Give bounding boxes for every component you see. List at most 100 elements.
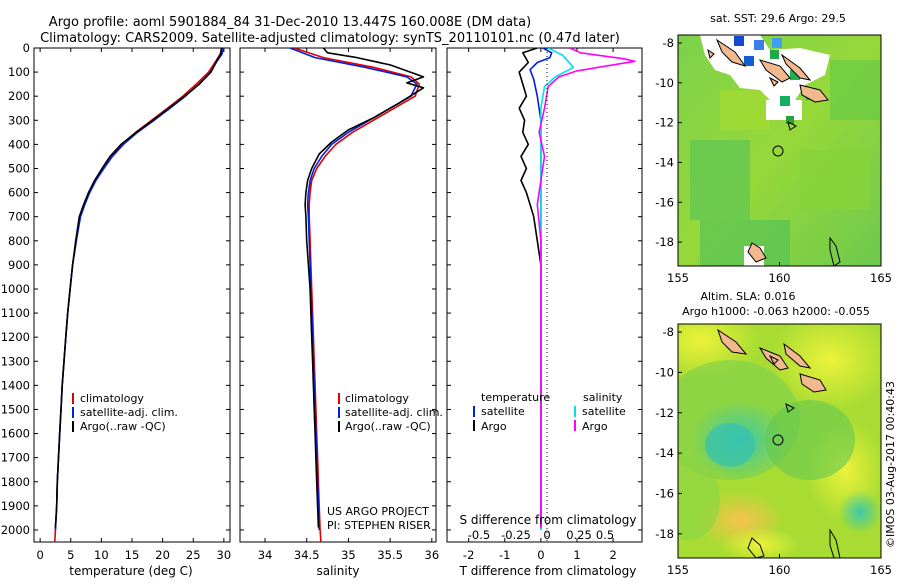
x-tick-label: 0 — [537, 548, 544, 562]
temperature-legend: climatology satellite-adj. clim. Argo(..… — [72, 392, 178, 433]
pi-label: PI: STEPHEN RISER — [327, 519, 431, 532]
x-tick-label: 2 — [609, 548, 616, 562]
salinity-xlabel: salinity — [316, 564, 359, 578]
y-tick-label: 600 — [8, 186, 30, 200]
difference-series-temperature-argo — [518, 48, 542, 528]
sla-map-field — [678, 324, 881, 558]
argo-location-marker — [772, 434, 784, 446]
difference-series-salinity-satellite — [540, 48, 575, 530]
salinity-series-climatology — [293, 48, 421, 542]
map-y-tick-label: -18 — [655, 527, 674, 541]
x-tick-label: 0 — [36, 548, 43, 562]
y-tick-label: 1800 — [1, 475, 30, 489]
salinity-series-satellite-adj-clim- — [289, 48, 418, 531]
x-tick-label: 10 — [94, 548, 109, 562]
map-y-tick-label: -8 — [663, 36, 674, 50]
y-tick-label: 900 — [8, 258, 30, 272]
t-diff-x-ticks: -2 -1 0 1 2 — [463, 48, 617, 562]
difference-lines — [518, 48, 636, 530]
x-tick-label: 35 — [341, 548, 356, 562]
x-tick-label: -2 — [463, 548, 474, 562]
map-y-tick-label: -18 — [655, 235, 674, 249]
map-x-tick-label: 160 — [769, 563, 791, 577]
map-y-tick-label: -12 — [655, 406, 674, 420]
y-tick-label: 0 — [23, 41, 30, 55]
x-tick-label: 1 — [573, 548, 580, 562]
salinity-axes — [239, 47, 437, 543]
y-tick-label: 200 — [8, 89, 30, 103]
y-tick-label: 700 — [8, 210, 30, 224]
map-x-tick-label: 160 — [769, 271, 791, 285]
s-diff-tick-label: 0 — [543, 528, 550, 542]
temperature-xlabel: temperature (deg C) — [69, 564, 192, 578]
y-tick-label: 1700 — [1, 451, 30, 465]
argo-location-marker — [772, 145, 784, 157]
t-diff-xlabel: T difference from climatology — [459, 564, 637, 578]
legend-sat-label: satellite-adj. clim. — [80, 406, 178, 419]
y-tick-label: 1000 — [1, 282, 30, 296]
s-diff-tick-label: -0.5 — [468, 528, 490, 542]
s-diff-tick-label: 0.5 — [596, 528, 614, 542]
temperature-series-climatology — [54, 48, 223, 542]
s-diff-tick-label: -0.25 — [501, 528, 531, 542]
salinity-x-ticks: 34 34.5 35 35.5 36 — [258, 48, 439, 562]
x-tick-label: 34 — [258, 548, 273, 562]
x-tick-label: 15 — [125, 548, 140, 562]
credit-label: ©IMOS 03-Aug-2017 00:40:43 — [884, 381, 897, 548]
y-tick-label: 2000 — [1, 523, 30, 537]
map-y-tick-label: -16 — [655, 486, 674, 500]
legend-argo-label: Argo(..raw -QC) — [80, 420, 166, 433]
map-y-tick-label: -14 — [655, 446, 674, 460]
legend-t-argo-label: Argo — [481, 420, 507, 433]
map-y-tick-label: -16 — [655, 195, 674, 209]
salinity-lines — [289, 48, 425, 542]
map-y-tick-label: -12 — [655, 116, 674, 130]
x-tick-label: 35.5 — [377, 548, 403, 562]
legend-temperature-title: temperature — [481, 391, 550, 404]
legend-s-argo-label: Argo — [582, 420, 608, 433]
temperature-series-argo-raw-qc- — [54, 48, 223, 528]
legend-salinity-title: salinity — [583, 391, 623, 404]
title-line-2: Climatology: CARS2009. Satellite-adjuste… — [40, 31, 620, 46]
x-tick-label: 34.5 — [294, 548, 320, 562]
map-x-tick-label: 155 — [667, 563, 689, 577]
sla-map-title-1: Altim. SLA: 0.016 — [700, 290, 795, 303]
legend-t-sat-label: satellite — [481, 405, 525, 418]
y-tick-label: 1600 — [1, 427, 30, 441]
y-tick-label: 400 — [8, 137, 30, 151]
legend-sat-label: satellite-adj. clim. — [345, 406, 443, 419]
temperature-x-ticks: 0 5 10 15 20 25 30 — [36, 48, 231, 562]
map-x-tick-label: 165 — [870, 271, 892, 285]
temperature-lines — [54, 48, 225, 542]
sst-map-ticks: 155 160 165 -8 -10 -12 -14 -16 -18 — [655, 36, 892, 285]
y-tick-label: 500 — [8, 161, 30, 175]
title-line-1: Argo profile: aoml 5901884_84 31-Dec-201… — [49, 15, 531, 30]
difference-axes — [446, 47, 643, 543]
legend-argo-label: Argo(..raw -QC) — [345, 420, 431, 433]
s-diff-tick-label: 0.25 — [566, 528, 592, 542]
legend-clim-label: climatology — [80, 392, 144, 405]
y-tick-label: 1300 — [1, 354, 30, 368]
s-diff-xlabel: S difference from climatology — [460, 513, 637, 527]
y-tick-label: 1200 — [1, 330, 30, 344]
sst-map-field — [678, 35, 881, 266]
y-tick-label: 1100 — [1, 306, 30, 320]
pressure-ticks: 0 100 200 300 400 500 600 700 800 900 1000 1100 1200… — [1, 41, 642, 537]
map-y-tick-label: -14 — [655, 155, 674, 169]
project-label: US ARGO PROJECT — [327, 505, 429, 518]
map-y-tick-label: -10 — [655, 76, 674, 90]
x-tick-label: 36 — [425, 548, 440, 562]
sla-map-ticks: 155 160 165 -8 -10 -12 -14 -16 -18 — [655, 325, 892, 577]
y-tick-label: 100 — [8, 65, 30, 79]
y-tick-label: 1500 — [1, 402, 30, 416]
y-tick-label: 800 — [8, 234, 30, 248]
map-x-tick-label: 165 — [870, 563, 892, 577]
map-y-tick-label: -10 — [655, 365, 674, 379]
s-diff-x-ticks: -0.5 -0.25 0 0.25 0.5 — [468, 528, 614, 542]
salinity-series-argo-raw-qc- — [304, 48, 425, 528]
temperature-series-satellite-adj-clim- — [54, 48, 225, 531]
legend-clim-label: climatology — [345, 392, 409, 405]
temperature-axes — [33, 47, 231, 543]
sst-map-title: sat. SST: 29.6 Argo: 29.5 — [710, 12, 846, 25]
